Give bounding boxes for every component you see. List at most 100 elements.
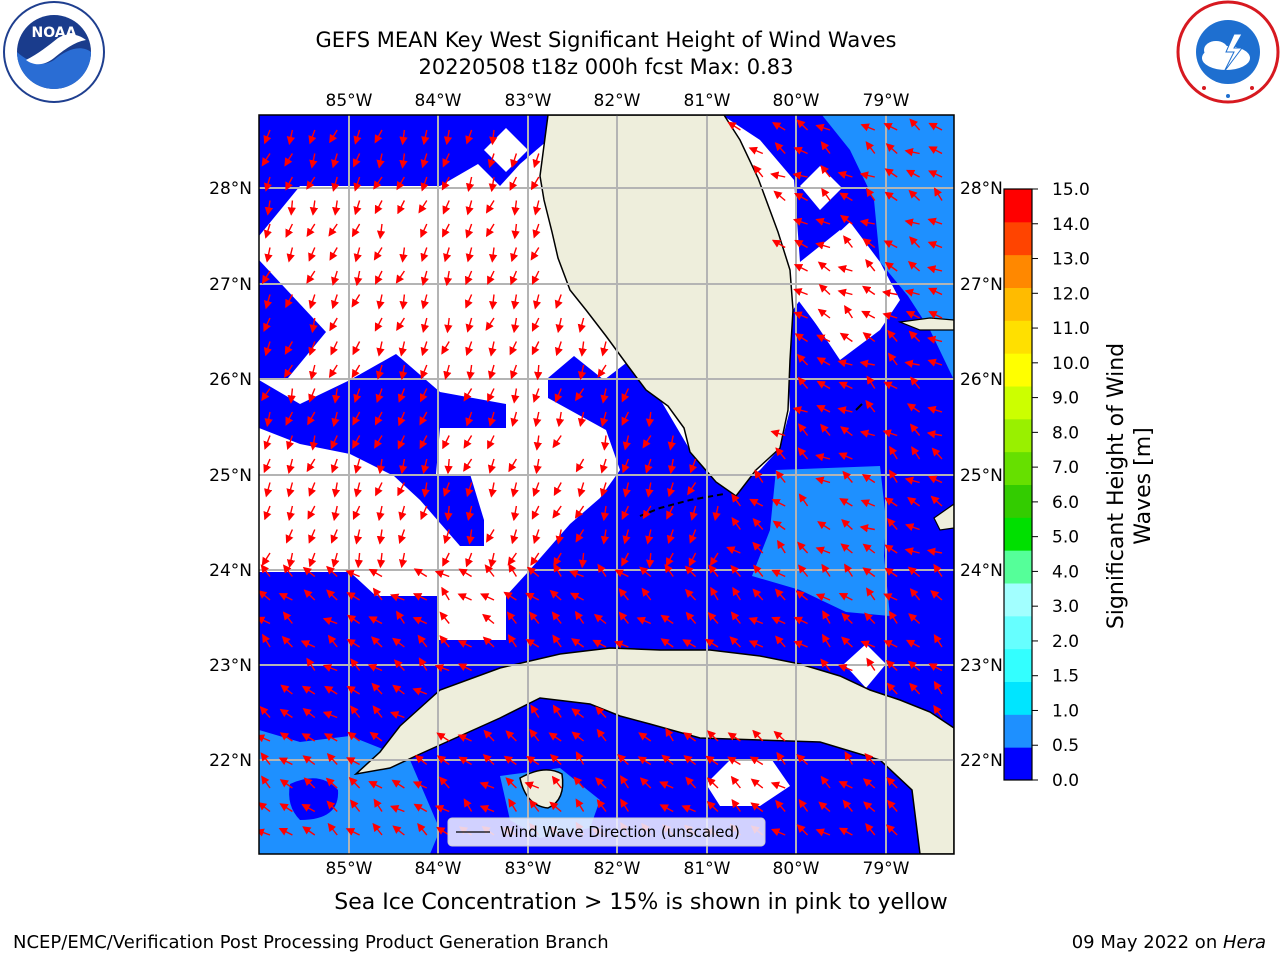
wave-direction-arrow bbox=[753, 164, 764, 178]
wave-direction-arrow bbox=[709, 552, 719, 567]
wave-direction-arrow bbox=[708, 564, 719, 577]
colorbar-tick-label: 4.0 bbox=[1052, 562, 1079, 582]
wave-direction-arrow bbox=[330, 435, 339, 450]
wave-direction-arrow bbox=[396, 317, 405, 331]
wave-direction-arrow bbox=[261, 388, 271, 402]
wave-direction-arrow bbox=[884, 544, 898, 554]
wave-direction-arrow bbox=[904, 218, 920, 227]
wave-direction-arrow bbox=[844, 305, 853, 319]
wave-direction-arrow bbox=[793, 264, 808, 272]
wave-direction-arrow bbox=[262, 633, 271, 648]
wave-direction-arrow bbox=[374, 411, 383, 426]
wave-direction-arrow bbox=[866, 187, 876, 201]
wave-direction-arrow bbox=[908, 613, 921, 625]
wave-direction-arrow bbox=[684, 565, 697, 577]
wave-direction-arrow bbox=[530, 704, 540, 718]
wave-direction-arrow bbox=[775, 447, 786, 460]
wave-direction-arrow bbox=[374, 435, 383, 449]
wave-direction-arrow bbox=[260, 564, 271, 577]
wave-direction-arrow bbox=[352, 153, 361, 168]
lat-label-right: 25°N bbox=[960, 466, 1003, 486]
wave-direction-arrow bbox=[487, 153, 496, 169]
wave-direction-arrow bbox=[393, 659, 405, 671]
colorbar-tick-label: 9.0 bbox=[1052, 389, 1079, 409]
wave-direction-arrow bbox=[618, 588, 629, 601]
wave-direction-arrow bbox=[285, 176, 294, 191]
wave-direction-arrow bbox=[327, 634, 338, 648]
wave-direction-arrow bbox=[886, 824, 898, 836]
footer-date-text: 09 May 2022 on bbox=[1071, 932, 1223, 953]
wave-direction-arrow bbox=[457, 663, 472, 672]
wave-direction-arrow bbox=[389, 711, 405, 719]
wave-direction-arrow bbox=[665, 552, 674, 567]
wave-direction-arrow bbox=[369, 731, 383, 742]
wave-direction-arrow bbox=[664, 563, 674, 577]
wave-direction-arrow bbox=[597, 364, 607, 378]
wave-direction-arrow bbox=[439, 635, 450, 648]
wave-direction-arrow bbox=[577, 364, 587, 381]
wave-direction-arrow bbox=[308, 529, 316, 544]
lon-label-bottom: 85°W bbox=[326, 859, 373, 879]
wave-direction-arrow bbox=[503, 591, 517, 601]
wave-direction-arrow bbox=[510, 529, 519, 545]
wave-direction-arrow bbox=[820, 141, 831, 154]
wave-direction-arrow bbox=[838, 664, 853, 672]
wave-direction-arrow bbox=[307, 411, 316, 426]
wave-direction-arrow bbox=[774, 588, 786, 601]
lat-label-left: 28°N bbox=[209, 179, 252, 199]
wave-direction-arrow bbox=[888, 352, 898, 366]
wave-direction-arrow bbox=[666, 505, 674, 520]
wave-direction-arrow bbox=[464, 294, 473, 309]
wave-direction-arrow bbox=[797, 447, 809, 460]
legend-label: Wind Wave Direction (unscaled) bbox=[500, 823, 740, 841]
wave-direction-arrow bbox=[822, 610, 831, 624]
wave-direction-arrow bbox=[866, 657, 876, 671]
wave-direction-arrow bbox=[457, 734, 472, 742]
wave-direction-arrow bbox=[531, 270, 540, 285]
lon-label-bottom: 82°W bbox=[594, 859, 641, 879]
wave-direction-arrow bbox=[510, 247, 519, 263]
wave-direction-arrow bbox=[844, 563, 853, 577]
wave-direction-arrow bbox=[260, 752, 271, 765]
wave-direction-arrow bbox=[553, 552, 562, 567]
wave-direction-arrow bbox=[306, 458, 316, 473]
wave-direction-arrow bbox=[368, 781, 383, 789]
wave-direction-arrow bbox=[617, 753, 629, 766]
wave-direction-arrow bbox=[549, 801, 562, 813]
wave-direction-arrow bbox=[353, 247, 362, 263]
wave-direction-arrow bbox=[480, 593, 495, 601]
wave-direction-arrow bbox=[483, 729, 495, 742]
wave-direction-arrow bbox=[863, 801, 876, 813]
wave-direction-arrow bbox=[730, 564, 741, 577]
wave-direction-arrow bbox=[667, 482, 676, 498]
wave-direction-arrow bbox=[420, 176, 429, 192]
wave-direction-arrow bbox=[815, 828, 831, 837]
wave-direction-arrow bbox=[397, 200, 406, 215]
wave-direction-arrow bbox=[911, 446, 921, 460]
wave-direction-arrow bbox=[622, 482, 631, 498]
wave-direction-arrow bbox=[821, 187, 831, 201]
wave-direction-arrow bbox=[641, 587, 652, 601]
wave-direction-arrow bbox=[554, 341, 563, 357]
wave-direction-arrow bbox=[511, 388, 520, 404]
wave-direction-arrow bbox=[816, 357, 831, 366]
wave-direction-arrow bbox=[353, 176, 362, 192]
wave-direction-arrow bbox=[645, 482, 654, 498]
wave-direction-arrow bbox=[820, 164, 831, 178]
wave-direction-arrow bbox=[503, 755, 517, 766]
wave-direction-arrow bbox=[642, 435, 652, 449]
wave-direction-arrow bbox=[330, 458, 339, 474]
wave-direction-arrow bbox=[466, 529, 475, 545]
colorbar-segment bbox=[1004, 353, 1032, 387]
wave-direction-arrow bbox=[815, 546, 831, 555]
wave-direction-arrow bbox=[413, 803, 428, 813]
wave-direction-arrow bbox=[860, 499, 876, 508]
wave-direction-arrow bbox=[704, 638, 719, 648]
wave-direction-arrow bbox=[665, 727, 674, 742]
wave-direction-arrow bbox=[889, 445, 898, 460]
wave-direction-arrow bbox=[399, 458, 408, 475]
footer-date: 09 May 2022 on Hera bbox=[1072, 932, 1266, 953]
wave-direction-arrow bbox=[345, 569, 360, 578]
wave-direction-arrow bbox=[389, 805, 405, 813]
wave-direction-arrow bbox=[530, 176, 540, 191]
